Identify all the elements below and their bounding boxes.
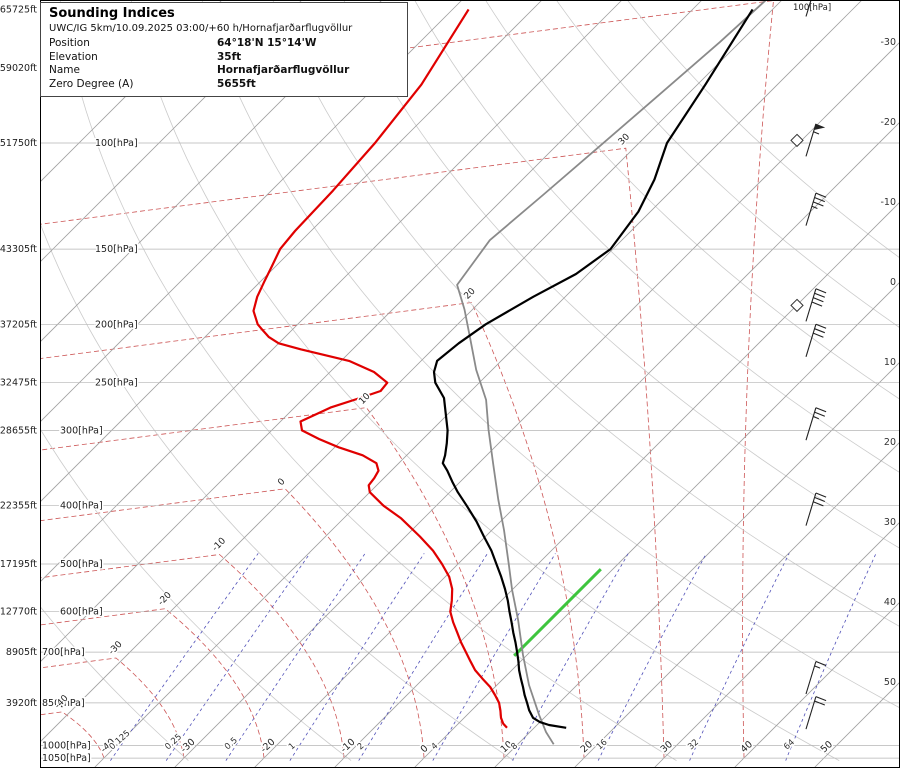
right-temp-label: 50: [884, 677, 896, 688]
pressure-label: 1050[hPa]: [42, 753, 91, 764]
row-label: Position: [49, 37, 90, 49]
top-right-pressure-label: 100[hPa]: [793, 3, 831, 13]
bottom-temp-label: 20: [579, 739, 595, 755]
temperature-curve: [432, 8, 754, 729]
pressure-label: 700[hPa]: [42, 647, 85, 658]
row-label: Name: [49, 64, 80, 76]
right-temp-label: -10: [880, 197, 896, 208]
level-marker-diamond: [790, 133, 804, 148]
altitude-label: 43305ft: [0, 244, 37, 255]
pressure-label: 1000[hPa]: [42, 740, 91, 751]
parcel-curve: [456, 0, 767, 745]
panel-row-elevation: Elevation 35ft: [49, 51, 399, 65]
altitude-label: 59020ft: [0, 63, 37, 74]
moist-adiabat-label: 20: [463, 286, 478, 301]
row-value: 35ft: [217, 50, 242, 63]
pressure-label: 400[hPa]: [60, 501, 103, 512]
zero-degree-highlight: [513, 568, 602, 657]
right-temp-label: 40: [884, 597, 896, 608]
altitude-label: 22355ft: [0, 501, 37, 512]
altitude-label: 12770ft: [0, 607, 37, 618]
mixing-ratio-label: 32: [686, 738, 701, 753]
mixing-ratio-label: 2: [356, 741, 367, 752]
pressure-label: 850[hPa]: [42, 698, 85, 709]
pressure-label: 250[hPa]: [95, 378, 138, 389]
panel-row-name: Name Hornafjarðarflugvöllur: [49, 64, 399, 78]
bottom-temp-label: 50: [819, 739, 835, 755]
wind-barb: [805, 192, 827, 226]
right-temp-label: 20: [884, 437, 896, 448]
row-label: Elevation: [49, 50, 98, 63]
altitude-label: 17195ft: [0, 559, 37, 570]
pressure-label: 500[hPa]: [60, 559, 103, 570]
panel-row-zero-degree: Zero Degree (A) 5655ft: [49, 78, 399, 92]
moist-adiabat-label: -10: [211, 536, 229, 554]
sounding-indices-panel: Sounding Indices UWC/IG 5km/10.09.2025 0…: [40, 2, 408, 97]
wind-barb: [805, 492, 827, 526]
panel-row-position: Position 64°18'N 15°14'W: [49, 37, 399, 51]
moist-adiabat-label: -20: [156, 590, 174, 608]
wind-barb: [805, 323, 827, 357]
plot-border: [40, 0, 900, 768]
panel-subtitle: UWC/IG 5km/10.09.2025 03:00/+60 h/Hornaf…: [49, 23, 353, 34]
altitude-label: 28655ft: [0, 425, 37, 436]
pressure-label: 200[hPa]: [95, 319, 138, 330]
dewpoint-curve: [252, 8, 508, 729]
altitude-label: 3920ft: [6, 698, 37, 709]
pressure-label: 150[hPa]: [95, 244, 138, 255]
wind-barb: [805, 696, 827, 730]
altitude-label: 65725ft: [0, 4, 37, 15]
bottom-temp-label: 30: [659, 739, 675, 755]
wind-barbs: [790, 0, 827, 730]
right-temp-label: -30: [880, 37, 896, 48]
altitude-label: 37205ft: [0, 319, 37, 330]
mixing-ratio-label: 64: [782, 738, 797, 753]
pressure-label: 300[hPa]: [60, 425, 103, 436]
bottom-temp-label: -20: [259, 737, 278, 756]
pressure-label: 100[hPa]: [95, 138, 138, 149]
row-value: 5655ft: [217, 77, 256, 90]
mixing-ratio-label: 0.5: [223, 736, 240, 752]
row-value: 64°18'N 15°14'W: [217, 37, 317, 49]
altitude-label: 8905ft: [6, 647, 37, 658]
mixing-ratio-label: 1: [287, 741, 298, 752]
mixing-ratio-label: 0.125: [108, 728, 133, 752]
bottom-temp-label: 40: [739, 739, 755, 755]
right-temp-label: 0: [890, 277, 896, 288]
altitude-label: 32475ft: [0, 378, 37, 389]
moist-adiabat-label: 30: [617, 132, 632, 147]
altitude-label: 51750ft: [0, 138, 37, 149]
wind-barb: [805, 123, 826, 157]
pressure-label: 600[hPa]: [60, 607, 103, 618]
level-marker-diamond: [790, 298, 804, 313]
moist-adiabat-label: 0: [276, 477, 287, 488]
moist-adiabat-label: -30: [107, 639, 125, 657]
wind-barb: [805, 407, 827, 441]
mixing-ratio-label: 16: [595, 738, 610, 753]
right-temp-label: 10: [884, 357, 896, 368]
wind-barb: [805, 660, 827, 695]
row-label: Zero Degree (A): [49, 77, 134, 90]
right-temp-label: -20: [880, 117, 896, 128]
right-temp-label: 30: [884, 517, 896, 528]
wind-barb: [805, 288, 827, 322]
row-value: Hornafjarðarflugvöllur: [217, 64, 350, 76]
panel-title: Sounding Indices: [49, 6, 175, 21]
